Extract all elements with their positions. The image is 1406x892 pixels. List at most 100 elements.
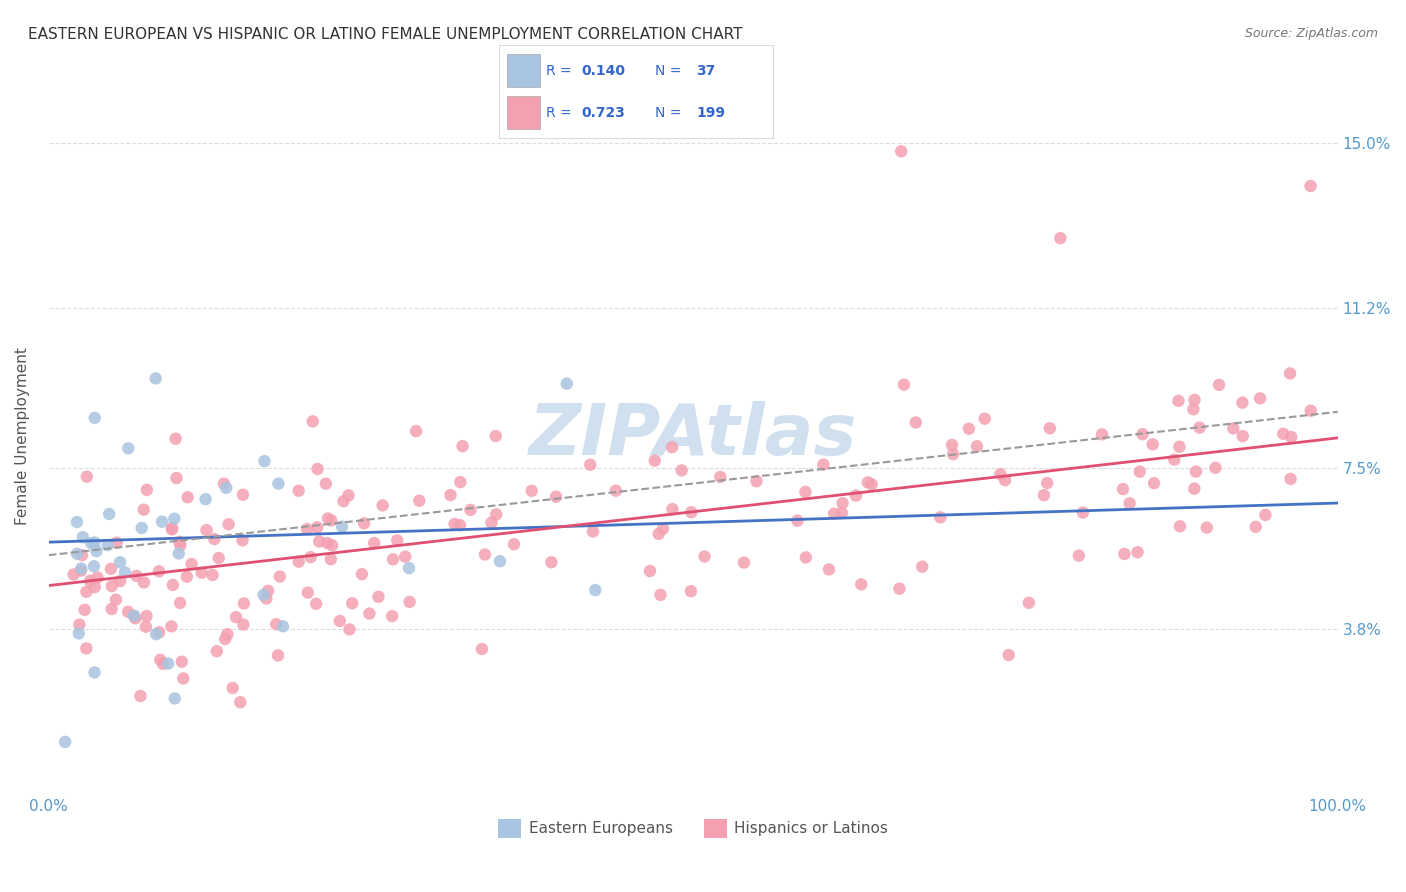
Point bbox=[176, 570, 198, 584]
Point bbox=[661, 502, 683, 516]
Point bbox=[387, 533, 409, 548]
Point bbox=[1249, 392, 1271, 406]
Point bbox=[145, 627, 167, 641]
Point bbox=[794, 484, 817, 499]
Point bbox=[316, 536, 339, 550]
Point bbox=[135, 483, 157, 497]
Point bbox=[83, 665, 105, 680]
Point bbox=[252, 588, 274, 602]
Point bbox=[321, 513, 343, 527]
Point bbox=[150, 515, 173, 529]
Point bbox=[162, 578, 184, 592]
Point bbox=[489, 554, 512, 568]
Point bbox=[1279, 472, 1302, 486]
Point bbox=[104, 592, 127, 607]
Point bbox=[329, 614, 352, 628]
Point bbox=[83, 580, 105, 594]
Point bbox=[583, 583, 606, 598]
Point bbox=[941, 438, 963, 452]
Point bbox=[169, 538, 191, 552]
Point bbox=[1049, 231, 1071, 245]
Legend: Eastern Europeans, Hispanics or Latinos: Eastern Europeans, Hispanics or Latinos bbox=[492, 813, 894, 844]
Point bbox=[794, 550, 817, 565]
Point bbox=[83, 559, 105, 574]
Point bbox=[100, 602, 122, 616]
Point bbox=[813, 458, 835, 472]
Point bbox=[957, 422, 980, 436]
Point bbox=[271, 619, 294, 633]
Point bbox=[818, 562, 841, 576]
Point bbox=[1222, 421, 1244, 435]
Point bbox=[157, 657, 180, 671]
Point bbox=[579, 458, 602, 472]
Point bbox=[650, 588, 672, 602]
Point bbox=[485, 429, 508, 443]
Point bbox=[1188, 420, 1211, 434]
Point bbox=[194, 492, 217, 507]
Text: 37: 37 bbox=[696, 64, 716, 78]
Point bbox=[1018, 596, 1040, 610]
Point bbox=[163, 691, 186, 706]
Point bbox=[681, 505, 703, 519]
Point bbox=[823, 507, 845, 521]
Point bbox=[890, 145, 912, 159]
Point bbox=[481, 516, 503, 530]
Point bbox=[911, 559, 934, 574]
Point bbox=[1163, 452, 1185, 467]
Point bbox=[70, 561, 93, 575]
Point bbox=[254, 591, 277, 606]
Point bbox=[180, 557, 202, 571]
Point bbox=[195, 523, 218, 537]
Point bbox=[225, 610, 247, 624]
Point bbox=[439, 488, 461, 502]
Point bbox=[100, 562, 122, 576]
Point bbox=[79, 574, 101, 588]
Point bbox=[297, 585, 319, 599]
Point bbox=[363, 536, 385, 550]
Point bbox=[166, 471, 188, 485]
Point bbox=[990, 467, 1012, 481]
Point bbox=[287, 555, 309, 569]
Point bbox=[1032, 488, 1054, 502]
Point bbox=[66, 547, 89, 561]
Point bbox=[215, 481, 238, 495]
Point bbox=[132, 502, 155, 516]
Point bbox=[381, 609, 404, 624]
Point bbox=[733, 556, 755, 570]
Point bbox=[652, 522, 675, 536]
Point bbox=[1168, 440, 1191, 454]
Point bbox=[108, 555, 131, 569]
Point bbox=[359, 607, 381, 621]
Point bbox=[1112, 482, 1135, 496]
Point bbox=[1185, 465, 1208, 479]
Point bbox=[520, 483, 543, 498]
Text: N =: N = bbox=[655, 106, 686, 120]
Point bbox=[316, 511, 339, 525]
Point bbox=[212, 476, 235, 491]
Point bbox=[1129, 465, 1152, 479]
Point bbox=[1039, 421, 1062, 435]
Point bbox=[124, 611, 146, 625]
Point bbox=[332, 494, 354, 508]
Point bbox=[67, 617, 90, 632]
Point bbox=[648, 527, 671, 541]
Point bbox=[321, 538, 343, 552]
Point bbox=[889, 582, 911, 596]
Point bbox=[353, 516, 375, 531]
Point bbox=[218, 517, 240, 532]
Point bbox=[267, 476, 290, 491]
Point bbox=[451, 439, 474, 453]
Point bbox=[257, 583, 280, 598]
Point bbox=[540, 555, 562, 569]
Point bbox=[160, 521, 183, 535]
Text: R =: R = bbox=[546, 106, 575, 120]
Point bbox=[73, 603, 96, 617]
Point bbox=[117, 605, 139, 619]
Point bbox=[1114, 547, 1136, 561]
Point bbox=[108, 574, 131, 588]
Point bbox=[70, 564, 93, 578]
Text: 199: 199 bbox=[696, 106, 725, 120]
Point bbox=[129, 689, 152, 703]
Point bbox=[845, 489, 868, 503]
Point bbox=[86, 570, 108, 584]
